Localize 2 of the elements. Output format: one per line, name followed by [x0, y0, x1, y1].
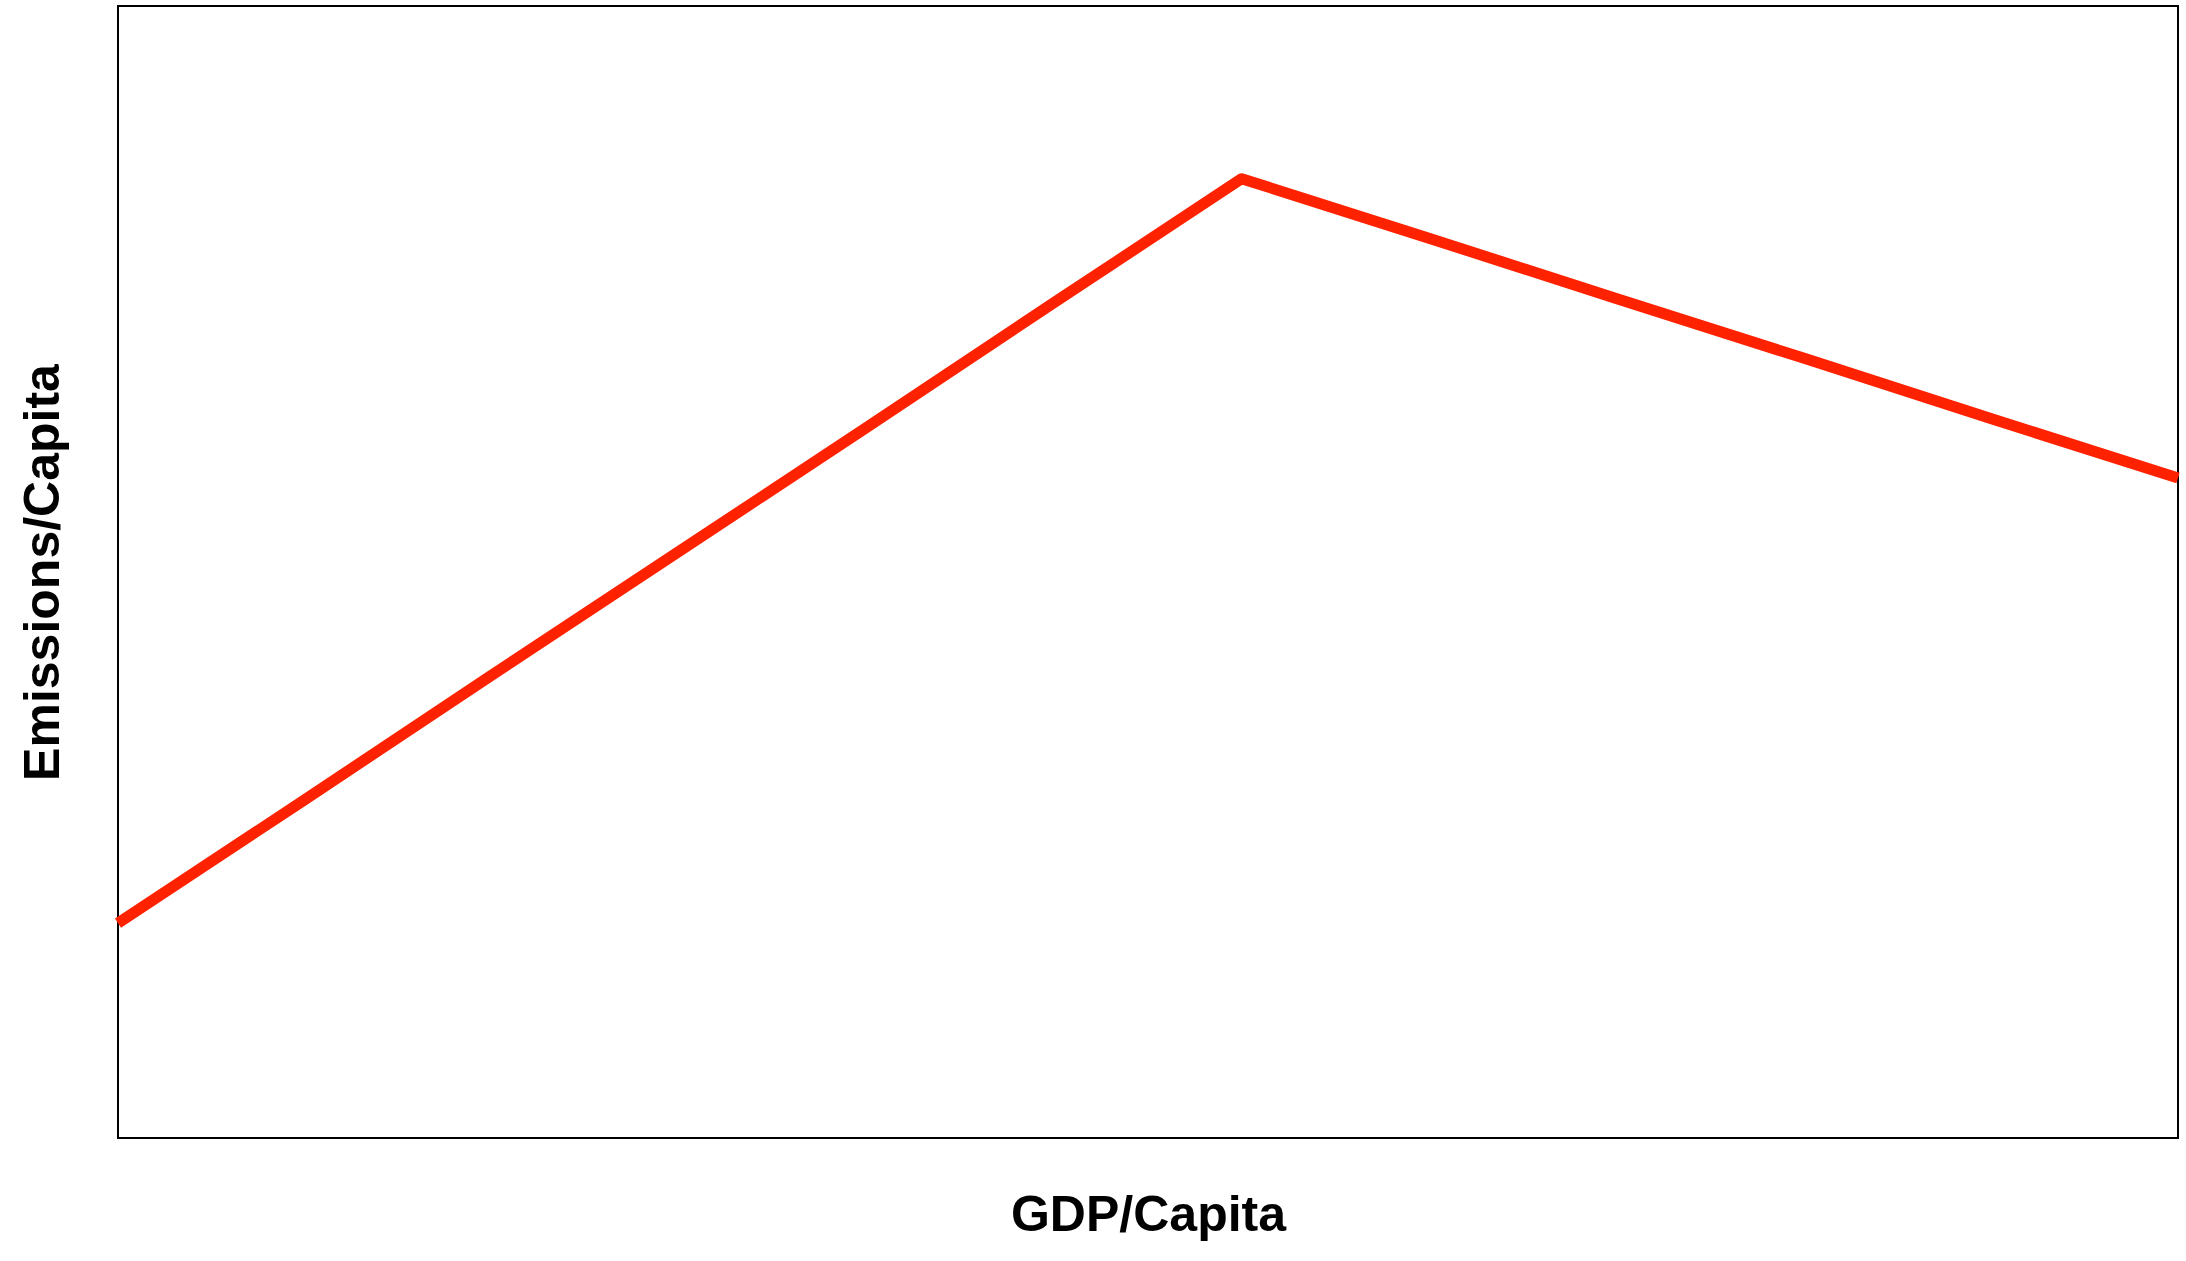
y-axis-title: Emissions/Capita — [13, 362, 70, 781]
x-axis-title: GDP/Capita — [1010, 1185, 1288, 1242]
